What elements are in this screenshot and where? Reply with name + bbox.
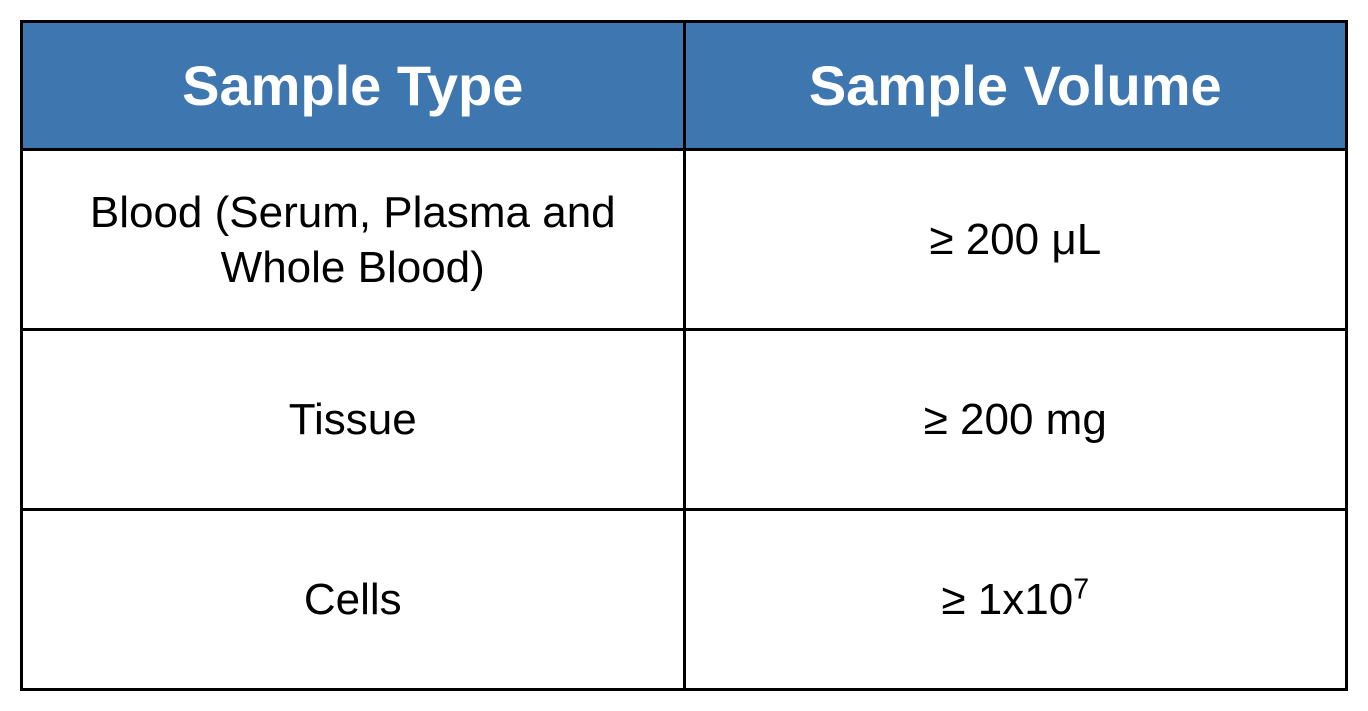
table-row: Tissue ≥ 200 mg	[22, 330, 1347, 510]
cell-sample-type: Blood (Serum, Plasma and Whole Blood)	[22, 150, 685, 330]
header-sample-type: Sample Type	[22, 22, 685, 150]
table-row: Cells ≥ 1x107	[22, 510, 1347, 690]
cell-sample-type: Tissue	[22, 330, 685, 510]
cell-sample-volume: ≥ 1x107	[684, 510, 1347, 690]
sample-requirements-table: Sample Type Sample Volume Blood (Serum, …	[20, 20, 1348, 691]
cell-sample-volume: ≥ 200 μL	[684, 150, 1347, 330]
table-header-row: Sample Type Sample Volume	[22, 22, 1347, 150]
header-sample-volume: Sample Volume	[684, 22, 1347, 150]
cell-sample-type: Cells	[22, 510, 685, 690]
cell-sample-volume: ≥ 200 mg	[684, 330, 1347, 510]
table-row: Blood (Serum, Plasma and Whole Blood) ≥ …	[22, 150, 1347, 330]
